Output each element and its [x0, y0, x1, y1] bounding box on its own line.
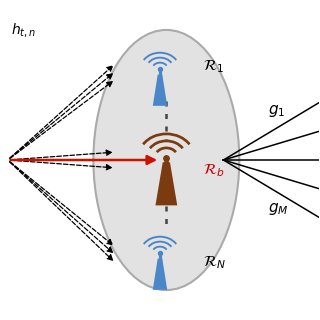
Text: $\mathcal{R}_N$: $\mathcal{R}_N$ — [203, 255, 226, 271]
Text: $g_M$: $g_M$ — [268, 201, 288, 217]
Text: $h_{t,n}$: $h_{t,n}$ — [11, 21, 36, 39]
Ellipse shape — [93, 30, 239, 290]
Text: $\mathcal{R}_b$: $\mathcal{R}_b$ — [203, 163, 224, 180]
Polygon shape — [153, 259, 167, 290]
Polygon shape — [153, 75, 167, 106]
Polygon shape — [156, 162, 177, 205]
Text: $\mathcal{R}_1$: $\mathcal{R}_1$ — [203, 58, 224, 75]
Text: $g_1$: $g_1$ — [268, 103, 285, 119]
